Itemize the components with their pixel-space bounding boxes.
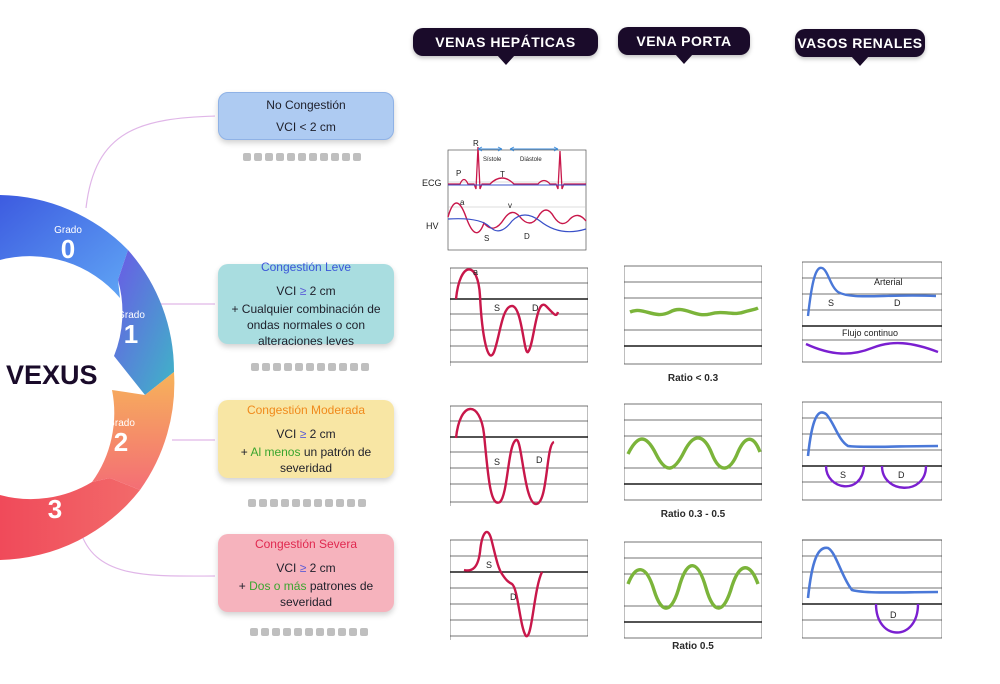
portal-ratio-mild: Ratio < 0.3	[667, 373, 719, 384]
card-1-title: Congestión Leve	[260, 259, 352, 274]
r-label: R	[473, 139, 479, 148]
portal-ratio-moderate: Ratio 0.3 - 0.5	[660, 509, 726, 520]
header-renal-vessels: VASOS RENALES	[795, 29, 925, 66]
renal-continuous-label: Flujo continuo	[842, 328, 898, 338]
grade-1-number: 1	[123, 319, 139, 349]
hep-mod-s: S	[494, 457, 500, 467]
vexus-ring-diagram	[0, 115, 215, 577]
card-2-detail: + Al menos un patrón de severidad	[240, 445, 372, 476]
hep-mild-s: S	[494, 303, 500, 313]
d-label: D	[524, 232, 530, 241]
t-label: T	[500, 170, 505, 179]
ring-segment-2	[92, 372, 175, 490]
renal-mod-d: D	[898, 470, 905, 480]
card-moderate-congestion: Congestión Moderada VCI ≥ 2 cm + Al meno…	[218, 400, 394, 478]
renal-sev-d: D	[890, 610, 897, 620]
header-hepatic-veins: VENAS HEPÁTICAS	[413, 28, 598, 65]
dots-2	[248, 499, 366, 507]
dots-1	[251, 363, 369, 371]
hep-sev-s: S	[486, 560, 492, 570]
grade-0-label: Grado 0	[45, 225, 91, 262]
hep-mild-d: D	[532, 303, 539, 313]
card-mild-congestion: Congestión Leve VCI ≥ 2 cm + Cualquier c…	[218, 260, 394, 348]
grade-0-number: 0	[60, 234, 76, 264]
card-0-vci: VCI < 2 cm	[276, 120, 336, 134]
renal-wave-severe: D	[802, 539, 942, 639]
ring-segment-0	[0, 195, 128, 298]
hep-mod-d: D	[536, 455, 543, 465]
grade-2-number: 2	[113, 427, 129, 457]
card-severe-congestion: Congestión Severa VCI ≥ 2 cm + Dos o más…	[218, 534, 394, 612]
vexus-title: VEXUS	[6, 360, 98, 390]
card-3-title: Congestión Severa	[254, 536, 358, 551]
connector-grade-3	[79, 529, 215, 577]
portal-wave-mild	[624, 265, 762, 365]
grade-3-number: 3	[47, 494, 63, 524]
renal-arterial-label: Arterial	[874, 277, 903, 287]
card-0-title: No Congestión	[266, 97, 346, 112]
hepatic-wave-moderate: S D	[450, 405, 588, 506]
renal-wave-mild: Arterial S D Flujo continuo	[802, 261, 942, 363]
ecg-hv-reference-panel: ECG HV R P T a v S D Sístole Diástole	[422, 139, 587, 251]
renal-wave-moderate: S D	[802, 401, 942, 501]
header-portal-label: VENA PORTA	[636, 33, 732, 49]
grade-2-word: Grado	[107, 418, 135, 429]
hepatic-wave-severe: S D	[450, 530, 588, 640]
grade-0-word: Grado	[54, 225, 82, 236]
connector-grade-0	[85, 115, 215, 209]
grade-3-label: Grado 3	[32, 485, 78, 522]
renal-mild-s: S	[828, 298, 834, 308]
card-3-detail: + Dos o más patrones de severidad	[238, 579, 374, 610]
v-label: v	[508, 201, 512, 210]
card-2-vci: VCI ≥ 2 cm	[276, 426, 336, 441]
dots-3	[250, 628, 368, 636]
hv-label: HV	[426, 221, 439, 231]
card-1-vci: VCI ≥ 2 cm	[276, 283, 336, 298]
dots-0	[243, 153, 361, 161]
header-hepatic-label: VENAS HEPÁTICAS	[435, 34, 576, 50]
diastole-label: Diástole	[520, 157, 542, 163]
p-label: P	[456, 169, 461, 178]
ring-segment-3	[0, 478, 140, 560]
renal-mod-s: S	[840, 470, 846, 480]
grade-1-label: Grado 1	[108, 310, 154, 347]
card-3-vci: VCI ≥ 2 cm	[276, 560, 336, 575]
ecg-label: ECG	[422, 178, 442, 188]
header-portal-vein: VENA PORTA	[618, 27, 750, 64]
portal-wave-severe	[624, 541, 762, 639]
ring-segment-1	[114, 250, 175, 395]
header-renal-label: VASOS RENALES	[797, 35, 923, 51]
systole-label: Sístole	[483, 157, 502, 163]
portal-ratio-severe: Ratio 0.5	[672, 641, 714, 652]
ecg-trace	[448, 146, 586, 190]
grade-3-word: Grado	[41, 485, 69, 496]
a-label: a	[460, 198, 465, 207]
grade-1-word: Grado	[117, 310, 145, 321]
card-1-detail: + Cualquier combinación de ondas normale…	[231, 301, 381, 349]
card-2-title: Congestión Moderada	[246, 402, 366, 417]
hv-trace	[447, 202, 587, 234]
portal-wave-moderate	[624, 403, 762, 501]
s-label: S	[484, 234, 489, 243]
card-no-congestion: No Congestión VCI < 2 cm	[218, 92, 394, 140]
hep-sev-d: D	[510, 592, 517, 602]
hep-mild-a: a	[473, 267, 478, 277]
hepatic-wave-mild: a S D	[450, 267, 588, 366]
grade-2-label: Grado 2	[98, 418, 144, 455]
renal-mild-d: D	[894, 298, 901, 308]
